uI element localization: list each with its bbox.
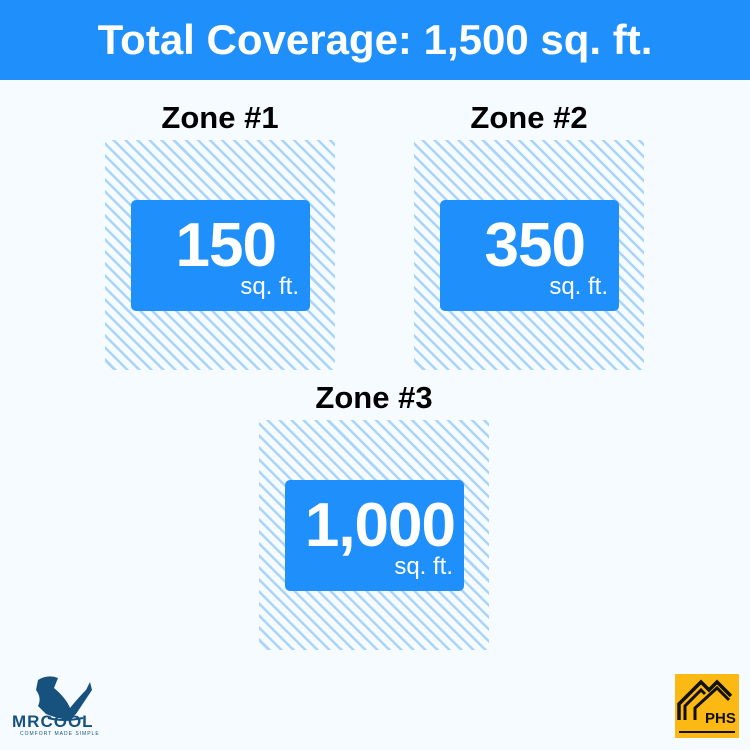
mrcool-wordmark: MRCOOL	[12, 712, 94, 731]
zone-1-label: Zone #1	[161, 100, 279, 135]
mrcool-logo	[8, 668, 118, 743]
zone-3-value: 1,000	[304, 491, 456, 560]
zone-3-unit: sq. ft.	[394, 553, 453, 580]
zone-2-label: Zone #2	[470, 100, 588, 135]
zone-2-value-box: 350 sq. ft.	[440, 200, 619, 311]
zone-3-label: Zone #3	[315, 380, 433, 415]
polar-bear-icon	[36, 676, 92, 721]
phs-logo: PHS	[675, 674, 739, 738]
zone-1-unit: sq. ft.	[240, 273, 299, 300]
zone-1-value-box: 150 sq. ft.	[131, 200, 310, 311]
house-icon	[677, 679, 735, 733]
zone-2-unit: sq. ft.	[549, 273, 608, 300]
zone-1-value: 150	[175, 211, 277, 280]
zone-3-value-box: 1,000 sq. ft.	[285, 480, 464, 591]
page-title: Total Coverage: 1,500 sq. ft.	[0, 0, 750, 80]
mrcool-tagline: COMFORT MADE SIMPLE	[20, 731, 100, 737]
zone-2-value: 350	[484, 211, 586, 280]
phs-wordmark: PHS	[705, 710, 736, 727]
